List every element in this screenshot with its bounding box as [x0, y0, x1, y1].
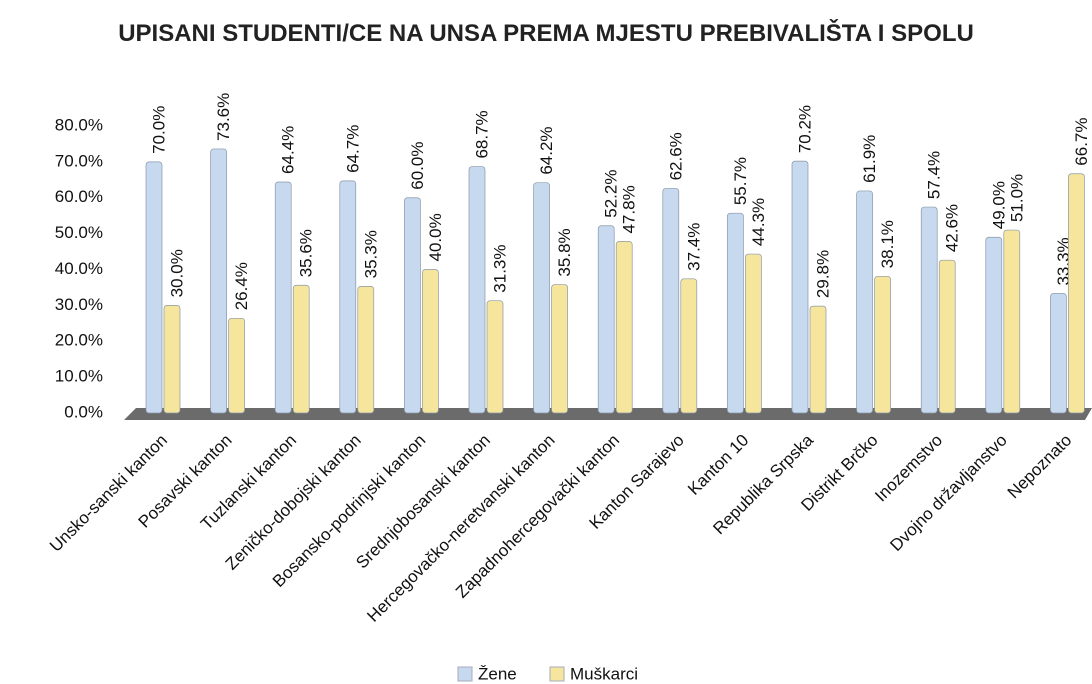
- bar: [938, 259, 956, 414]
- value-label: 37.4%: [684, 223, 703, 271]
- x-tick-label: Kanton 10: [684, 431, 752, 499]
- bar: [727, 212, 744, 414]
- bar: [163, 305, 181, 414]
- value-label: 30.0%: [167, 249, 186, 297]
- value-label: 70.2%: [795, 105, 814, 153]
- bar: [274, 181, 292, 414]
- y-tick-label: 10.0%: [55, 367, 103, 386]
- value-label: 49.0%: [989, 181, 1008, 229]
- bar: [486, 300, 504, 414]
- y-tick-label: 50.0%: [55, 223, 103, 242]
- value-label: 47.8%: [620, 185, 639, 233]
- bar: [339, 180, 357, 414]
- value-label: 40.0%: [426, 213, 445, 261]
- bar: [1068, 173, 1085, 414]
- legend-swatch: [549, 666, 565, 682]
- value-label: 44.3%: [749, 198, 768, 246]
- value-label: 64.4%: [279, 126, 298, 174]
- bar: [856, 190, 873, 414]
- bar: [533, 182, 550, 414]
- y-tick-label: 70.0%: [55, 151, 103, 170]
- bar: [145, 161, 163, 414]
- value-label: 55.7%: [731, 157, 750, 205]
- value-label: 61.9%: [860, 135, 879, 183]
- value-label: 66.7%: [1072, 118, 1091, 166]
- value-label: 35.3%: [361, 230, 380, 278]
- value-label: 52.2%: [602, 170, 621, 218]
- bar: [404, 197, 421, 414]
- y-tick-label: 30.0%: [55, 295, 103, 314]
- value-label: 70.0%: [149, 106, 168, 154]
- y-tick-label: 40.0%: [55, 259, 103, 278]
- value-label: 42.6%: [943, 204, 962, 252]
- legend-label: Žene: [478, 664, 517, 683]
- value-label: 73.6%: [214, 93, 233, 141]
- value-label: 62.6%: [666, 132, 685, 180]
- y-tick-label: 60.0%: [55, 187, 103, 206]
- bar: [422, 269, 439, 414]
- value-label: 64.2%: [537, 126, 556, 174]
- bar: [745, 253, 762, 414]
- bar: [228, 317, 245, 414]
- value-label: 35.8%: [555, 228, 574, 276]
- value-label: 68.7%: [472, 110, 491, 158]
- value-label: 26.4%: [232, 262, 251, 310]
- x-tick-label: Srednjobosanski kanton: [352, 431, 494, 573]
- bar: [1050, 293, 1067, 414]
- x-tick-label: Unsko-sanski kanton: [46, 431, 171, 556]
- bar: [551, 284, 568, 414]
- value-label: 35.6%: [297, 229, 316, 277]
- x-tick-label: Nepoznato: [1004, 431, 1076, 503]
- x-tick-label: Dvojno državljanstvo: [886, 431, 1010, 555]
- bar: [662, 188, 680, 414]
- value-label: 57.4%: [925, 151, 944, 199]
- y-tick-label: 80.0%: [55, 115, 103, 134]
- bar: [597, 225, 615, 414]
- bar: [920, 206, 938, 414]
- value-label: 29.8%: [813, 250, 832, 298]
- value-label: 64.7%: [343, 125, 362, 173]
- legend-label: Muškarci: [570, 664, 638, 683]
- bar: [985, 236, 1003, 414]
- bar: [357, 286, 375, 414]
- bar: [809, 305, 827, 414]
- chart-title: UPISANI STUDENTI/CE NA UNSA PREMA MJESTU…: [118, 20, 974, 47]
- value-label: 31.3%: [490, 245, 509, 293]
- bar: [874, 275, 891, 414]
- legend-swatch: [457, 666, 473, 682]
- y-tick-label: 20.0%: [55, 331, 103, 350]
- value-label: 38.1%: [878, 220, 897, 268]
- bar: [1003, 229, 1021, 414]
- bar: [292, 284, 310, 414]
- bar: [468, 166, 486, 414]
- y-tick-label: 0.0%: [64, 402, 103, 421]
- bar: [680, 278, 698, 414]
- value-label: 51.0%: [1007, 174, 1026, 222]
- bar: [210, 148, 227, 414]
- value-label: 60.0%: [408, 142, 427, 190]
- bar: [615, 241, 633, 414]
- bar: [791, 160, 809, 414]
